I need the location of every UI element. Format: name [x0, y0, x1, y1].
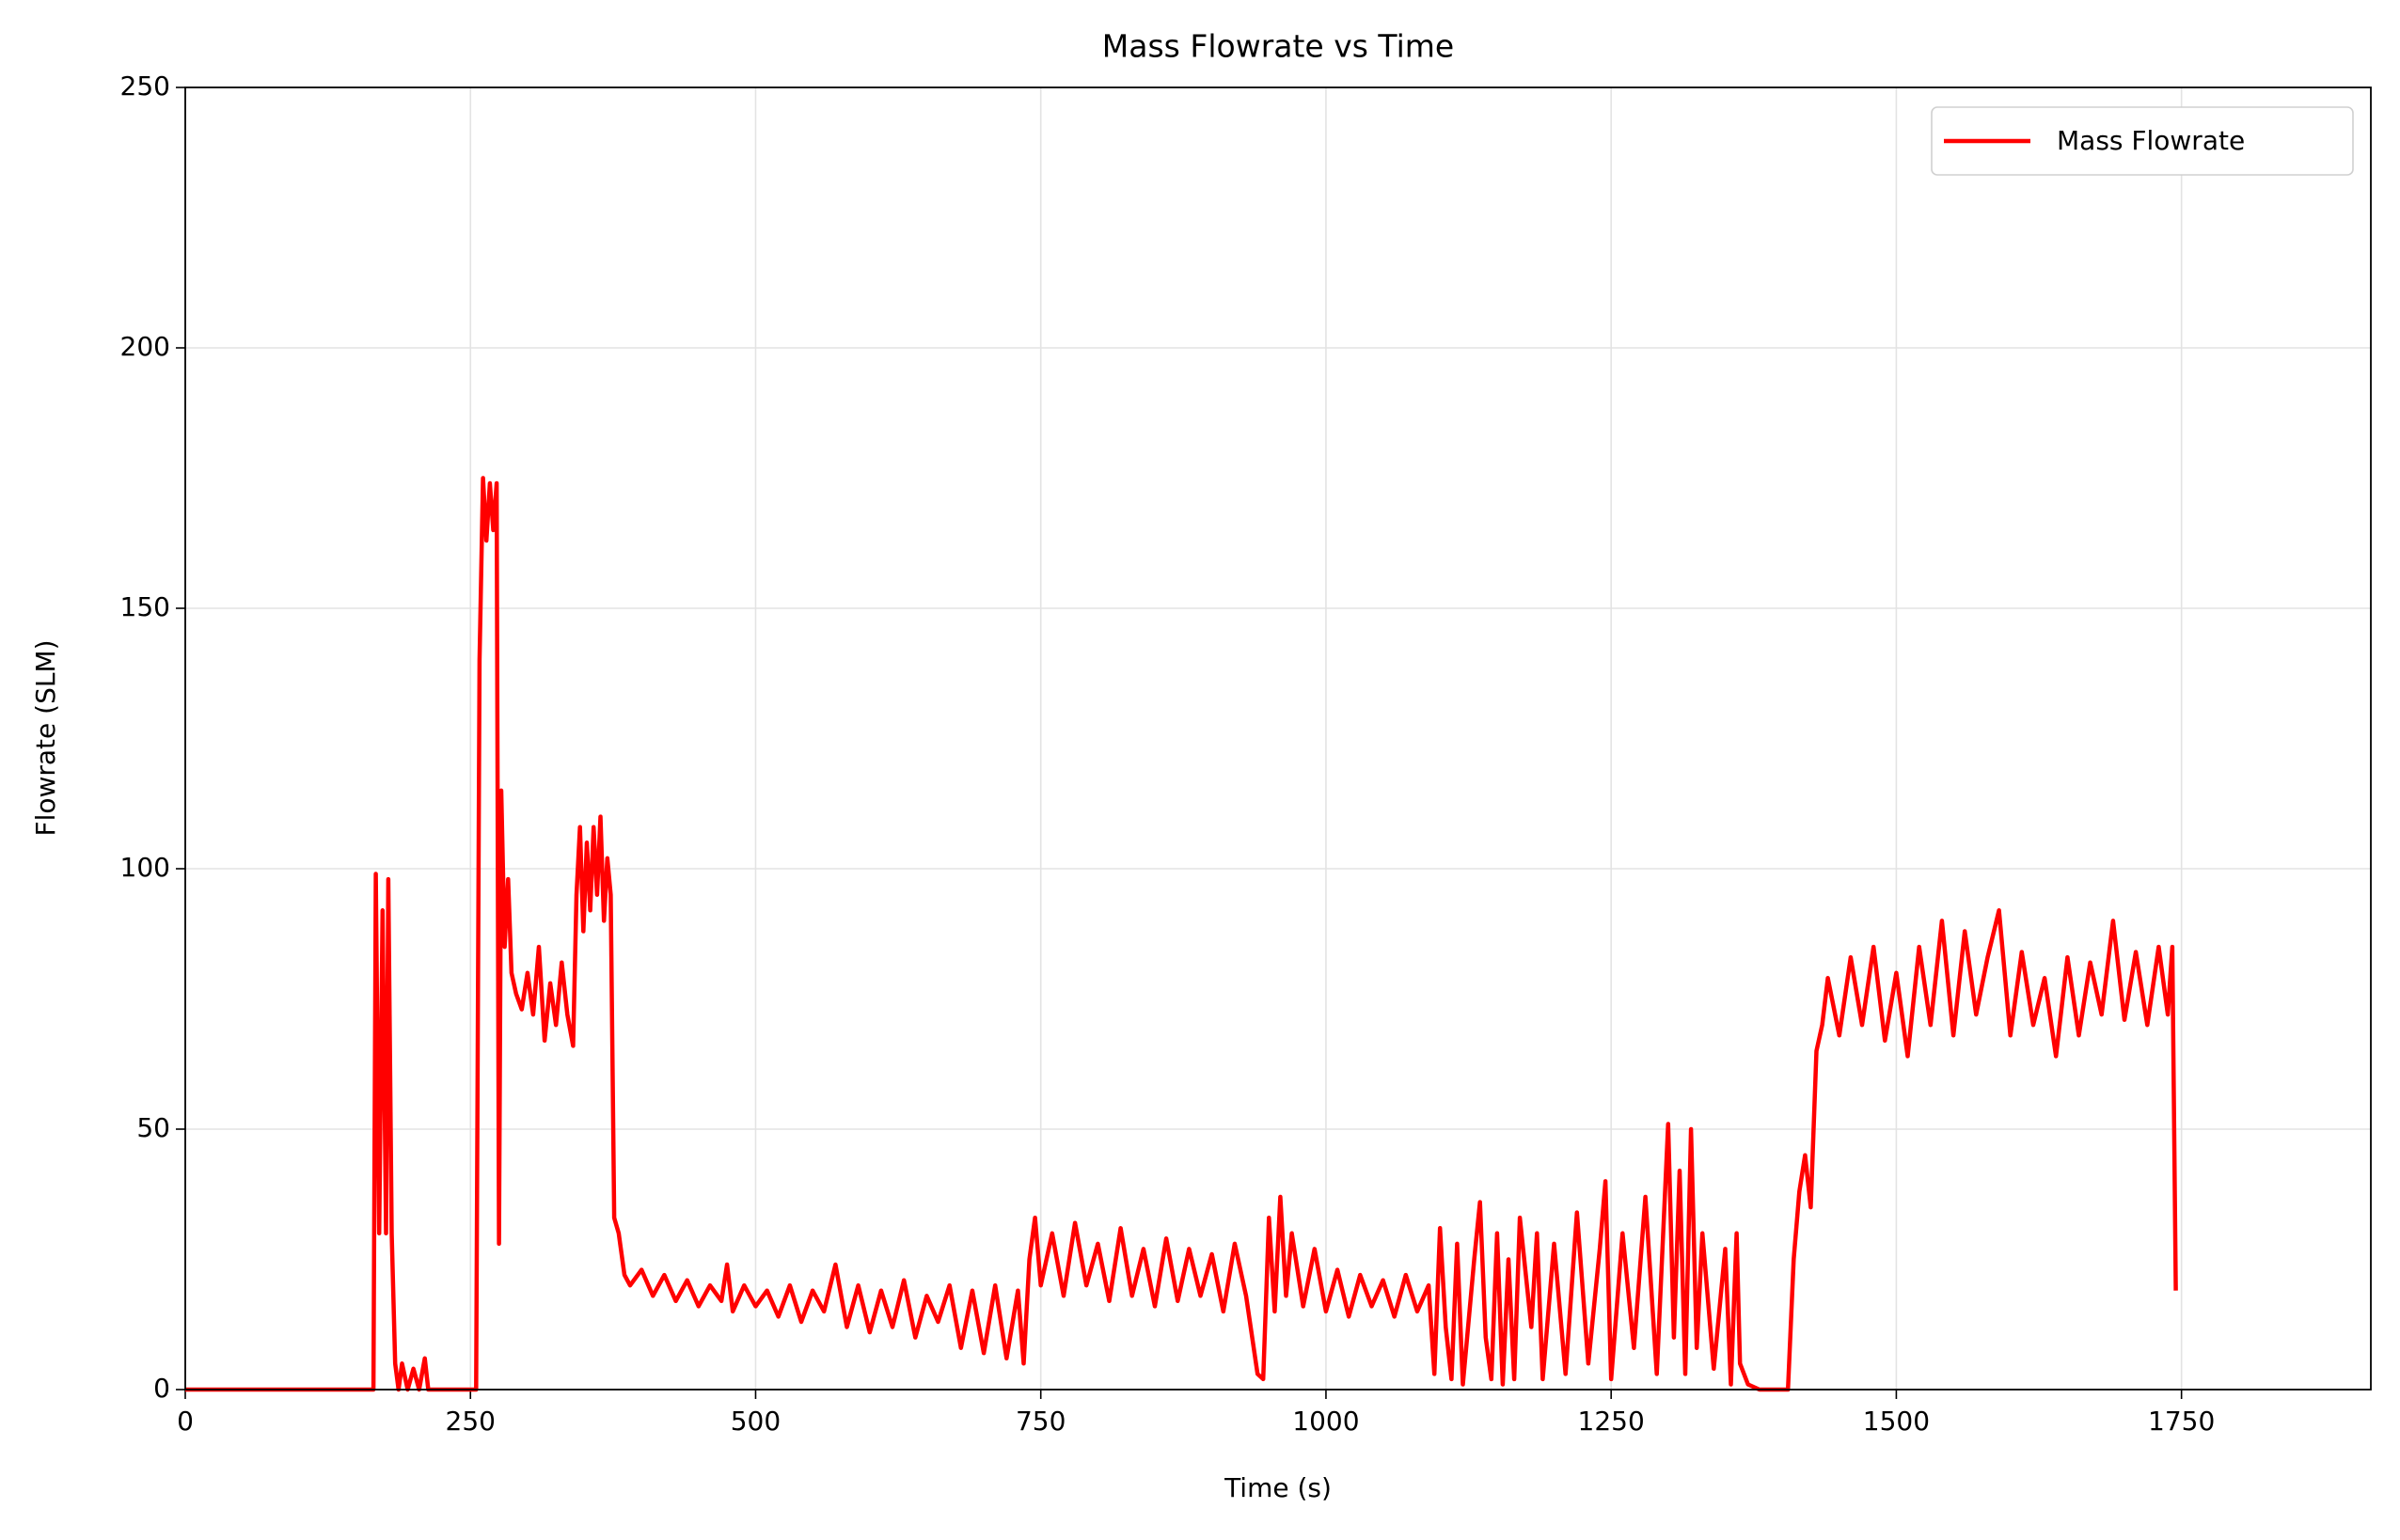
x-tick-label: 0: [177, 1406, 194, 1437]
x-tick-label: 1750: [2148, 1406, 2215, 1437]
y-tick-label: 250: [120, 71, 170, 102]
x-tick-label: 1500: [1863, 1406, 1930, 1437]
y-tick-label: 50: [136, 1112, 170, 1143]
y-tick-label: 0: [153, 1373, 170, 1404]
legend-label: Mass Flowrate: [2057, 125, 2245, 156]
x-tick-label: 750: [1016, 1406, 1066, 1437]
plot-frame: [184, 86, 2372, 1391]
data-line: [185, 476, 2178, 1392]
chart-title: Mass Flowrate vs Time: [1102, 28, 1454, 65]
x-tick-label: 1000: [1292, 1406, 1359, 1437]
x-tick-label: 250: [446, 1406, 496, 1437]
x-tick-label: 1250: [1578, 1406, 1645, 1437]
y-tick-label: 150: [120, 591, 170, 622]
y-tick-label: 100: [120, 852, 170, 883]
y-tick-label: 200: [120, 331, 170, 362]
y-axis-label: Flowrate (SLM): [30, 639, 61, 836]
legend-box: [1931, 106, 2354, 176]
x-tick-label: 500: [731, 1406, 781, 1437]
x-axis-label: Time (s): [1224, 1472, 1332, 1503]
